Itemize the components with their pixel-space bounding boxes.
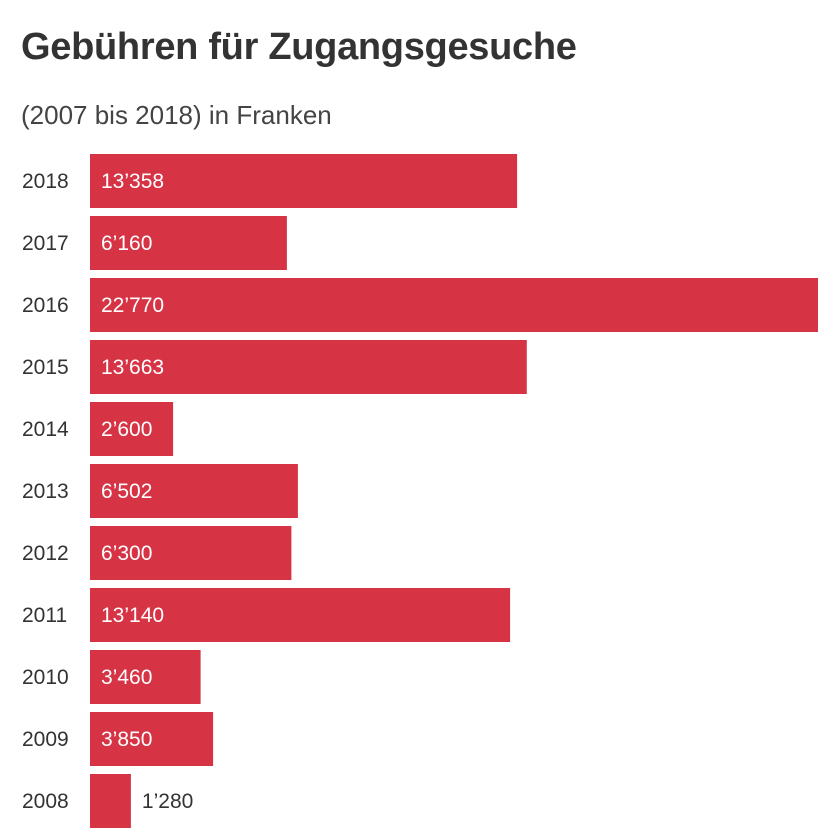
bar-value-label: 6’300 <box>101 542 152 565</box>
bar <box>90 278 818 332</box>
bar <box>90 588 511 642</box>
y-tick-label: 2011 <box>22 604 67 627</box>
y-tick-label: 2016 <box>22 294 69 317</box>
y-tick-label: 2017 <box>22 232 69 255</box>
bar <box>90 774 131 828</box>
bar-value-label: 3’850 <box>101 728 152 751</box>
y-tick-label: 2008 <box>22 790 69 813</box>
bar-value-label: 1’280 <box>142 790 193 813</box>
chart-subtitle: (2007 bis 2018) in Franken <box>21 100 332 130</box>
bar <box>90 712 214 766</box>
bar <box>90 526 292 580</box>
bar-value-label: 3’460 <box>101 666 152 689</box>
y-tick-label: 2012 <box>22 542 69 565</box>
bar-value-label: 2’600 <box>101 418 152 441</box>
y-tick-label: 2018 <box>22 170 69 193</box>
y-tick-label: 2014 <box>22 418 69 441</box>
bar <box>90 402 174 456</box>
bar-value-label: 13’358 <box>101 170 164 193</box>
y-tick-label: 2009 <box>22 728 69 751</box>
y-tick-label: 2013 <box>22 480 69 503</box>
bar-value-label: 6’502 <box>101 480 152 503</box>
bar <box>90 216 287 270</box>
bar-value-label: 22’770 <box>101 294 164 317</box>
bar <box>90 340 527 394</box>
y-tick-label: 2010 <box>22 666 69 689</box>
bar-value-label: 6’160 <box>101 232 152 255</box>
bar-value-label: 13’663 <box>101 356 164 379</box>
bar <box>90 464 298 518</box>
bar <box>90 154 518 208</box>
chart-title: Gebühren für Zugangsgesuche <box>21 26 577 68</box>
bar <box>90 650 201 704</box>
bar-value-label: 13’140 <box>101 604 164 627</box>
y-tick-label: 2015 <box>22 356 69 379</box>
